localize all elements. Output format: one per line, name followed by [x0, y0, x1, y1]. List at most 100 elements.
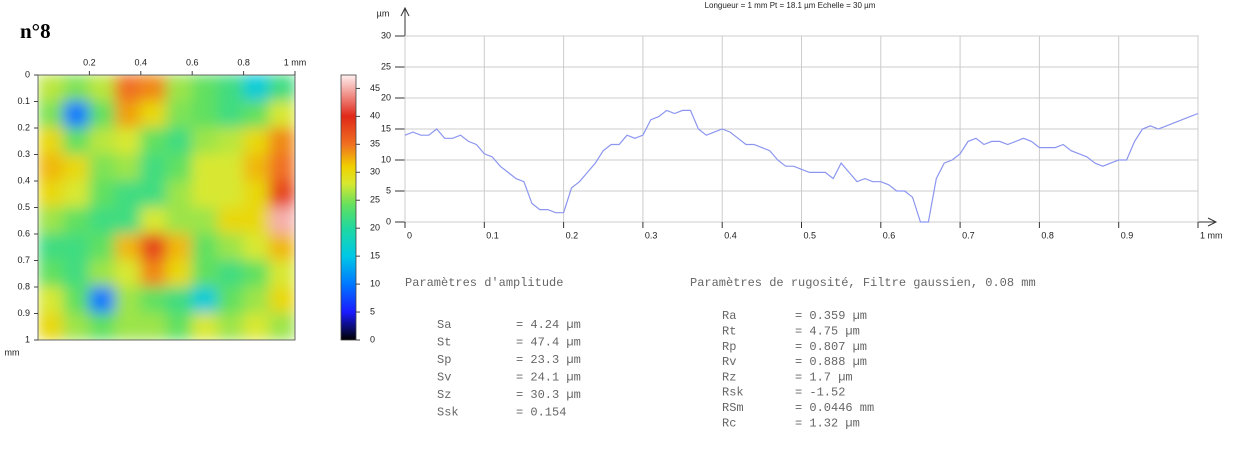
heat-cell — [140, 260, 167, 288]
x-tick-label: 0.6 — [883, 230, 896, 240]
y-tick-label: 0.3 — [17, 149, 30, 159]
heat-cell — [191, 154, 219, 182]
heat-cell — [191, 207, 219, 235]
heat-cell — [114, 313, 142, 340]
heat-cell — [140, 207, 167, 235]
heat-cell — [88, 260, 116, 288]
param-name: Ssk — [437, 406, 459, 420]
colorbar-tick-label: 20 — [370, 223, 380, 233]
param-name: Rp — [722, 340, 736, 354]
axis-arrow — [400, 6, 1218, 227]
heat-cell — [268, 154, 295, 182]
heat-cell — [243, 154, 270, 182]
heat-cell — [38, 154, 65, 182]
heat-cell — [268, 180, 295, 208]
y-tick-label: 0.4 — [17, 175, 30, 185]
heat-cell — [191, 101, 219, 129]
param-value: = 0.359 µm — [795, 309, 867, 323]
heat-cell — [243, 75, 270, 102]
heat-cell — [217, 313, 245, 340]
heat-cell — [88, 154, 116, 182]
param-name: RSm — [722, 401, 744, 415]
heat-cell — [114, 233, 142, 261]
y-tick-label: 30 — [381, 30, 391, 40]
heat-cell — [268, 127, 295, 155]
heat-cell — [114, 286, 142, 314]
param-name: Sv — [437, 371, 451, 385]
param-value: = 1.32 µm — [795, 416, 860, 430]
heat-cell — [217, 286, 245, 314]
heat-cell — [191, 286, 219, 314]
colorbar-tick-label: 35 — [370, 139, 380, 149]
colorbar-tick-label: 40 — [370, 111, 380, 121]
heat-cell — [63, 127, 90, 155]
table-title: Paramètres de rugosité, Filtre gaussien,… — [690, 276, 1036, 290]
y-tick-label: 25 — [381, 61, 391, 71]
figure-label: n°8 — [20, 19, 51, 43]
heat-cell — [63, 75, 90, 102]
param-name: Sp — [437, 353, 451, 367]
colorbar — [340, 74, 357, 341]
heat-cell — [88, 101, 116, 129]
heat-cell — [243, 233, 270, 261]
heat-cell — [217, 260, 245, 288]
x-tick-label: 0.8 — [237, 57, 250, 67]
x-tick-label: 1 mm — [284, 57, 307, 67]
y-tick-label: 1 — [25, 334, 30, 344]
param-name: Ra — [722, 309, 736, 323]
param-value: = 4.75 µm — [795, 324, 860, 338]
param-name: Sz — [437, 388, 451, 402]
y-tick-label: 0 — [386, 216, 391, 226]
param-name: Rv — [722, 355, 736, 369]
table-title: Paramètres d'amplitude — [405, 276, 563, 290]
param-value: = 0.888 µm — [795, 355, 867, 369]
heat-cell — [88, 207, 116, 235]
heat-cell — [217, 233, 245, 261]
heat-cell — [268, 207, 295, 235]
heat-cell — [140, 313, 167, 340]
profile-line — [404, 109, 1199, 223]
heat-cell — [268, 101, 295, 129]
heat-cell — [88, 286, 116, 314]
heat-cell — [243, 180, 270, 208]
heat-cell — [217, 154, 245, 182]
heat-cell — [166, 75, 193, 102]
heat-cell — [140, 101, 167, 129]
y-tick-label: 0.7 — [17, 255, 30, 265]
chart-title: Longueur = 1 mm Pt = 18.1 µm Echelle = 3… — [705, 1, 876, 10]
heat-cell — [38, 233, 65, 261]
heat-cell — [191, 127, 219, 155]
heat-cell — [268, 286, 295, 314]
heat-cell — [114, 154, 142, 182]
x-tick-label: 0.3 — [645, 230, 658, 240]
heat-cell — [243, 313, 270, 340]
x-tick-label: 0.8 — [1041, 230, 1054, 240]
colorbar-tick-label: 0 — [370, 334, 375, 344]
heat-cell — [166, 180, 193, 208]
heat-cell — [140, 233, 167, 261]
x-tick-label: 0.1 — [486, 230, 499, 240]
x-tick-label: 0 — [407, 230, 412, 240]
heat-cell — [114, 260, 142, 288]
x-tick-label: 0.7 — [962, 230, 975, 240]
heat-cell — [140, 180, 167, 208]
heat-cell — [217, 180, 245, 208]
param-value: = 0.154 — [516, 406, 566, 420]
heat-cell — [268, 260, 295, 288]
heat-cell — [243, 286, 270, 314]
heatmap — [38, 75, 295, 340]
param-value: = 23.3 µm — [516, 353, 581, 367]
heat-cell — [114, 127, 142, 155]
y-tick-label: 0.5 — [17, 202, 30, 212]
heat-cell — [166, 233, 193, 261]
colorbar-tick-label: 45 — [370, 83, 380, 93]
heat-cell — [166, 207, 193, 235]
colorbar-tick-label: 30 — [370, 167, 380, 177]
colorbar-tick-label: 5 — [370, 306, 375, 316]
heat-cell — [243, 260, 270, 288]
heat-cell — [243, 207, 270, 235]
heat-cell — [63, 101, 90, 129]
heat-cell — [166, 260, 193, 288]
param-value: = 47.4 µm — [516, 336, 581, 350]
heat-cell — [38, 75, 65, 102]
